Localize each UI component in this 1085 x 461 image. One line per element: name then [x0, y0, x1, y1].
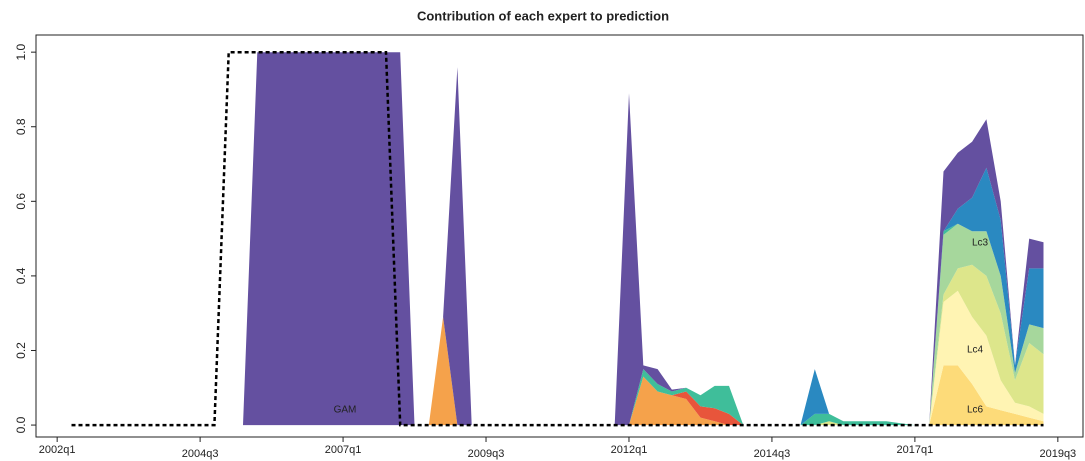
x-tick-label: 2017q1	[897, 444, 934, 456]
area	[71, 223, 1044, 426]
area	[71, 223, 1044, 426]
area-label: Lc6	[967, 405, 984, 416]
area-label: Lc3	[972, 238, 989, 249]
area	[71, 223, 1044, 426]
x-tick-label: 2007q1	[325, 444, 362, 456]
area	[71, 365, 1044, 426]
area	[71, 223, 1044, 426]
y-tick-label: 0.6	[14, 193, 28, 210]
area-label: GAM	[334, 405, 357, 416]
chart-title: Contribution of each expert to predictio…	[417, 8, 669, 23]
x-tick-label: 2014q3	[754, 448, 791, 460]
area-label: Lc4	[967, 345, 984, 356]
area	[71, 52, 1044, 426]
y-tick-label: 0.8	[14, 118, 28, 135]
x-tick-label: 2009q3	[468, 448, 505, 460]
area	[71, 290, 1044, 426]
x-tick-label: 2012q1	[611, 444, 648, 456]
area	[71, 264, 1044, 426]
x-tick-label: 2019q3	[1039, 448, 1076, 460]
y-tick-label: 0.4	[14, 267, 28, 284]
line	[71, 50, 1044, 427]
y-tick-label: 0.0	[14, 416, 28, 433]
plot-frame	[35, 34, 1084, 438]
area	[71, 167, 1044, 426]
x-tick-label: 2002q1	[39, 444, 76, 456]
y-tick-label: 1.0	[14, 43, 28, 60]
x-tick-label: 2004q3	[182, 448, 219, 460]
y-tick-label: 0.2	[14, 342, 28, 359]
